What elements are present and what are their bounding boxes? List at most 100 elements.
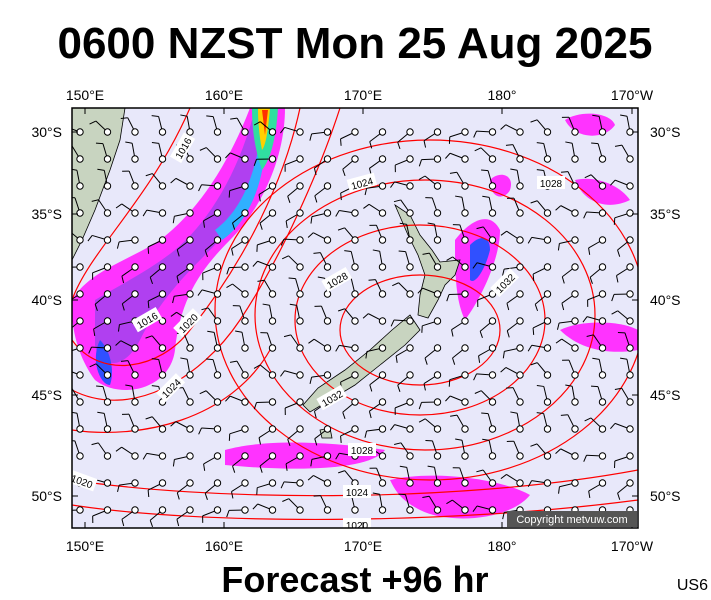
barb-flag xyxy=(481,169,489,172)
barb-flag xyxy=(309,133,313,141)
station xyxy=(626,290,634,298)
station xyxy=(76,506,84,514)
barb-flag xyxy=(510,411,518,414)
barb-flag xyxy=(60,369,65,374)
station xyxy=(296,155,304,163)
station xyxy=(598,398,607,406)
station xyxy=(488,344,497,352)
station xyxy=(76,236,84,244)
station xyxy=(626,155,634,163)
barb-flag xyxy=(62,267,64,274)
isobar-label-box xyxy=(348,443,376,456)
barb-flag xyxy=(500,367,507,373)
station xyxy=(461,398,469,406)
station xyxy=(323,209,332,217)
barb-flag xyxy=(180,357,188,360)
station xyxy=(516,128,524,136)
barb-flag xyxy=(201,307,209,311)
barb-flag xyxy=(115,340,122,346)
barb-flag xyxy=(479,331,483,339)
station xyxy=(76,371,84,379)
station xyxy=(186,479,194,487)
station xyxy=(378,209,387,217)
station xyxy=(461,155,469,163)
station xyxy=(598,479,607,487)
barb-flag xyxy=(257,279,265,282)
station xyxy=(406,263,414,271)
station xyxy=(461,236,469,244)
barb-flag xyxy=(121,303,125,311)
barb-flag xyxy=(342,169,346,177)
station xyxy=(186,128,194,136)
station xyxy=(158,317,167,325)
barb-flag xyxy=(310,459,313,467)
isobar-label-box xyxy=(343,518,371,528)
station xyxy=(103,182,112,190)
station xyxy=(598,209,607,217)
longitude-label: 170°E xyxy=(344,538,382,554)
barb-flag xyxy=(120,360,128,362)
barb-flag xyxy=(288,277,296,280)
barb-flag xyxy=(423,383,426,391)
barb-flag xyxy=(446,499,453,505)
station xyxy=(268,182,277,190)
barb-flag xyxy=(125,141,133,144)
station xyxy=(268,128,277,136)
latitude-label: 35°S xyxy=(650,206,681,222)
barb-flag xyxy=(478,355,481,363)
barb-flag xyxy=(446,294,450,302)
station xyxy=(323,182,332,190)
station xyxy=(626,398,634,406)
station xyxy=(488,425,497,433)
station xyxy=(296,317,304,325)
station xyxy=(543,479,552,487)
station xyxy=(406,479,414,487)
station xyxy=(103,209,112,217)
station xyxy=(241,371,249,379)
barb-flag xyxy=(500,474,507,480)
map-frame xyxy=(71,107,639,529)
isobar-label-box xyxy=(156,373,186,403)
barb-flag xyxy=(176,519,180,527)
barb-flag xyxy=(226,283,233,288)
station xyxy=(406,425,414,433)
station xyxy=(433,263,442,271)
barb-flag xyxy=(280,127,286,134)
barb-flag xyxy=(368,279,376,281)
station xyxy=(351,506,359,514)
station xyxy=(186,290,194,298)
station xyxy=(571,479,579,487)
station xyxy=(378,155,387,163)
station xyxy=(103,452,112,460)
isobar-label-box xyxy=(321,266,353,293)
barb-flag xyxy=(397,142,401,150)
barb-flag xyxy=(620,114,628,117)
station xyxy=(598,317,607,325)
barb-flag xyxy=(556,322,560,330)
station xyxy=(571,425,579,433)
barb-flag xyxy=(207,330,215,333)
station xyxy=(378,506,387,514)
station xyxy=(103,317,112,325)
longitude-label: 150°E xyxy=(66,87,104,103)
barb-flag xyxy=(368,411,372,419)
barb-flag xyxy=(170,421,177,427)
barb-flag xyxy=(62,511,64,518)
barb-flag xyxy=(530,362,538,366)
barb-flag xyxy=(473,373,477,381)
longitude-label: 150°E xyxy=(66,538,104,554)
station xyxy=(213,182,222,190)
barb-flag xyxy=(197,289,203,296)
station xyxy=(268,425,277,433)
barb-flag xyxy=(287,439,291,447)
barb-flag xyxy=(176,492,180,500)
barb-flag xyxy=(610,179,616,186)
barb-flag xyxy=(252,260,258,267)
barb-flag xyxy=(588,247,591,255)
barb-flag xyxy=(592,114,600,117)
station xyxy=(351,371,359,379)
station xyxy=(213,371,222,379)
station xyxy=(516,236,524,244)
station xyxy=(406,398,414,406)
station xyxy=(406,290,414,298)
